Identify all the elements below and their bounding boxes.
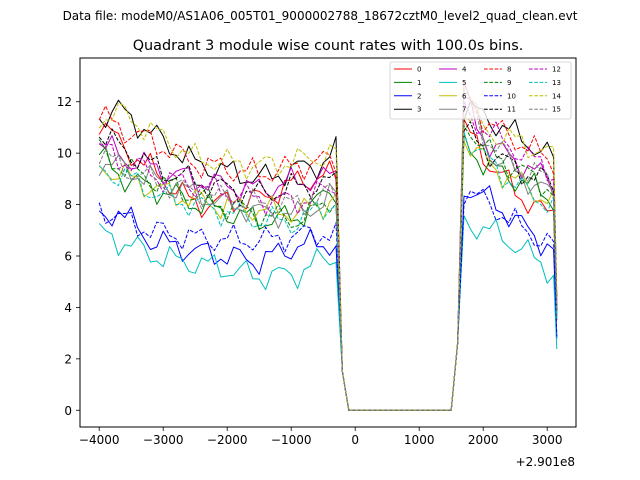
legend-label-7: 7	[462, 106, 466, 114]
legend-label-4: 4	[462, 66, 467, 74]
series-line-13	[98, 131, 558, 411]
x-tick-label: 3000	[532, 433, 563, 447]
series-line-14	[98, 102, 558, 411]
series-line-6	[98, 140, 558, 411]
series-line-0	[98, 118, 558, 411]
series-line-8	[98, 83, 558, 411]
x-tick-label: −3000	[143, 433, 184, 447]
legend-label-15: 15	[552, 106, 561, 114]
legend-label-8: 8	[507, 66, 511, 74]
y-tick-label: 4	[64, 301, 72, 315]
x-tick-label: 2000	[468, 433, 499, 447]
x-tick-label: −1000	[271, 433, 312, 447]
x-tick-label: −4000	[79, 433, 120, 447]
legend-label-9: 9	[507, 79, 511, 87]
legend-label-14: 14	[552, 92, 561, 100]
legend-label-2: 2	[417, 92, 421, 100]
x-tick-label: 1000	[404, 433, 435, 447]
chart-title: Quadrant 3 module wise count rates with …	[133, 38, 524, 54]
legend-label-12: 12	[552, 66, 561, 74]
y-tick-label: 2	[64, 352, 72, 366]
series-line-9	[98, 125, 558, 411]
legend-label-6: 6	[462, 92, 467, 100]
chart-suptitle: Data file: modeM0/AS1A06_005T01_90000027…	[63, 9, 578, 23]
plot-frame	[79, 57, 577, 428]
legend-label-13: 13	[552, 79, 561, 87]
y-tick-label: 0	[64, 404, 72, 418]
legend-label-1: 1	[417, 79, 421, 87]
legend-label-11: 11	[507, 106, 516, 114]
x-tick-label: −2000	[207, 433, 248, 447]
series-line-10	[98, 188, 558, 411]
y-tick-label: 6	[64, 250, 72, 264]
legend-label-10: 10	[507, 92, 516, 100]
x-tick-label: 0	[351, 433, 359, 447]
y-tick-label: 8	[64, 198, 72, 212]
series-line-2	[98, 185, 558, 411]
series-line-11	[98, 121, 558, 411]
x-offset-label: +2.901e8	[516, 455, 575, 469]
y-tick-label: 12	[57, 95, 72, 109]
legend-label-0: 0	[417, 66, 421, 74]
series-line-15	[98, 88, 558, 411]
legend-label-5: 5	[462, 79, 466, 87]
legend-box	[389, 61, 572, 120]
legend-label-3: 3	[417, 106, 421, 114]
y-tick-label: 10	[57, 147, 72, 161]
series-line-12	[99, 100, 558, 411]
series-line-5	[98, 215, 558, 411]
